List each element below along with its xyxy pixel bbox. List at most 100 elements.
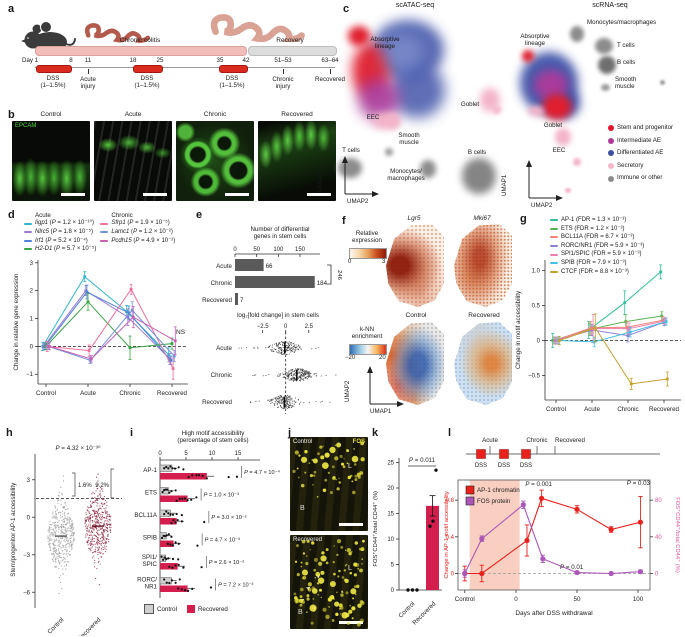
lgr5-umap-plot bbox=[386, 224, 444, 307]
recovery-label: Recovery bbox=[276, 37, 304, 44]
panel-h: h Stem/progenitor AP-1 accessibility 3 0 −3… bbox=[6, 428, 128, 637]
d-legend-group-title: Chronic bbox=[111, 212, 133, 219]
timeline-day-tick: 51–53 bbox=[274, 57, 292, 64]
svg-text:P = 2.6 × 10⁻²: P = 2.6 × 10⁻² bbox=[209, 560, 244, 566]
d-legend-item: Irf1 (P = 5.2 × 10⁻⁴) bbox=[24, 237, 96, 246]
knn-recovered-plot bbox=[454, 322, 512, 405]
high-motif-title: High motif accessibility (percentage of … bbox=[177, 430, 249, 445]
panel-b: b Control Acute Chronic Recovered EPCAM bbox=[8, 110, 343, 206]
rna-bcells-label: B cells bbox=[617, 59, 636, 66]
chronic-colitis-label: Chronic colitis bbox=[119, 37, 161, 44]
timeline-day-tick: 35 bbox=[216, 57, 224, 64]
panel-a: a Chronic colitis Recovery Day 1 8 11 18 25… bbox=[8, 4, 345, 106]
atac-smooth-muscle-cluster bbox=[385, 148, 393, 156]
deg-count-chart: 0 50 100 150 Acute 66 Chronic 184 Recovered 7 246 bbox=[196, 244, 342, 315]
chronic-injury-tick bbox=[283, 69, 284, 74]
svg-text:0.5: 0.5 bbox=[532, 304, 541, 310]
svg-text:−3: −3 bbox=[23, 553, 31, 559]
j-recovered-label: Recovered bbox=[293, 537, 323, 543]
l-timeline-svg: DSS DSS DSS Acute Chronic Recovered bbox=[466, 437, 660, 469]
recovered-legend-label: Recovered bbox=[197, 605, 228, 613]
chronic-injury-label: Chronic injury bbox=[272, 76, 294, 91]
svg-text:P = 7.2 × 10⁻³: P = 7.2 × 10⁻³ bbox=[218, 583, 253, 589]
epcam-stain-label: EPCAM bbox=[15, 123, 37, 129]
svg-text:10: 10 bbox=[387, 537, 394, 543]
svg-text:5: 5 bbox=[184, 451, 188, 457]
epcam-image-recovered bbox=[258, 121, 336, 201]
svg-text:2: 2 bbox=[30, 289, 34, 295]
deg-count-title: Number of differential genes in stem cel… bbox=[250, 226, 310, 241]
panel-j-label: j bbox=[288, 427, 292, 439]
scrna-title: scRNA-seq bbox=[592, 2, 628, 9]
atac-mono-label: Monocytes/ macrophages bbox=[387, 168, 425, 183]
rna-umap-x-label: UMAP2 bbox=[531, 202, 553, 209]
timeline-day-tick: 42 bbox=[242, 57, 250, 64]
high-motif-svg: 0 5 10 15 AP-1 P = 4.7 × 10⁻⁴ ETS P = 1.0 × 10⁻… bbox=[134, 451, 281, 598]
timeline-day-tick: 11 bbox=[84, 57, 92, 64]
svg-text:150: 150 bbox=[295, 247, 306, 253]
d-legend-item: Nlrc5 (P = 1.8 × 10⁻⁵) bbox=[24, 228, 96, 237]
svg-text:5: 5 bbox=[391, 563, 395, 569]
svg-text:0: 0 bbox=[27, 515, 31, 521]
acute-injury-label: Acute injury bbox=[80, 76, 96, 91]
gene-legend: Acute Iigp1 (P = 1.2 × 10⁻¹⁰) Nlrc5 (P = 1… bbox=[24, 212, 175, 254]
rna-smooth-label: Smooth muscle bbox=[615, 76, 637, 91]
knn-control-title: Control bbox=[405, 312, 427, 319]
scale-bar bbox=[307, 193, 331, 196]
colon-chronic-icon bbox=[84, 23, 151, 43]
motif-legend: AP-1 (FDR = 1.3 × 10⁻³) ETS (FDR = 1.2 × … bbox=[550, 216, 644, 276]
d-legend-item: Sfrp1 (P = 1.9 × 10⁻⁵) bbox=[100, 219, 175, 228]
panel-b-label: b bbox=[8, 109, 15, 121]
svg-text:P = 4.7 × 10⁻⁴: P = 4.7 × 10⁻⁴ bbox=[244, 469, 280, 476]
dss-label-2: DSS (1–1.5%) bbox=[134, 75, 160, 90]
panel-d-label: d bbox=[8, 209, 15, 221]
svg-text:Chronic: Chronic bbox=[617, 406, 638, 413]
knn-colorbar-title: k-NN enrichment bbox=[351, 326, 383, 341]
panel-g-label: g bbox=[520, 213, 527, 225]
svg-text:Change in AP-1 motif accessibi: Change in AP-1 motif accessibility bbox=[444, 491, 450, 578]
base-letter: B bbox=[298, 609, 303, 616]
panel-f: f Relative expression 0 3 Lgr5 Mki67 k-N… bbox=[342, 212, 518, 418]
rna-mono-cluster bbox=[570, 26, 584, 42]
scatac-title: scATAC-seq bbox=[395, 2, 435, 9]
fos-image-recovered: Recovered L B ➤ ➤ ➤ ➤ bbox=[290, 535, 368, 629]
rna-goblet-label: Goblet bbox=[543, 122, 563, 129]
svg-text:Chronic: Chronic bbox=[526, 437, 547, 444]
svg-text:Acute: Acute bbox=[216, 345, 232, 352]
timeline-day1-label: Day 1 bbox=[22, 57, 39, 64]
svg-text:P = 3.0 × 10⁻²: P = 3.0 × 10⁻² bbox=[211, 515, 246, 521]
svg-text:0.8: 0.8 bbox=[446, 498, 455, 504]
g-line-chart: −0.5 0 0.5 1.0 Control Acute Chronic Recovered C… bbox=[515, 260, 681, 413]
fos-bar-svg: FOS⁺CD44⁺/total CD44⁺ (%) 0 5 10 15 20 25 P = 0… bbox=[372, 457, 442, 627]
knn-control-plot bbox=[386, 322, 444, 405]
svg-text:246: 246 bbox=[336, 270, 342, 280]
scatac-umap-plot bbox=[348, 18, 502, 138]
atac-umap-y-label: UMAP1 bbox=[317, 170, 324, 192]
scrna-umap-plot bbox=[520, 48, 582, 124]
ap1-fos-timecourse-chart: 0 0.4 0.8 0 40 80 Control 0 50 100 Days after DSS … bbox=[444, 472, 685, 637]
atac-absorptive-label: Absorptive lineage bbox=[370, 36, 400, 51]
atac-umap-x-label: UMAP2 bbox=[347, 198, 369, 205]
svg-text:Change in motif accessibility: Change in motif accessibility bbox=[515, 290, 522, 369]
atac-bcell-cluster bbox=[462, 158, 496, 194]
d-line-chart: −1 0 1 2 3 Control Acute Chronic Recovered NS Chan… bbox=[13, 260, 188, 397]
ap1-accessibility-jitter-chart: Stem/progenitor AP-1 accessibility 3 0 −3 −6… bbox=[6, 440, 128, 637]
d-legend-item: Pcdh15 (P = 4.9 × 10⁻²) bbox=[100, 237, 175, 246]
svg-text:Change in relative gene expres: Change in relative gene expression bbox=[13, 273, 20, 371]
panel-g: g AP-1 (FDR = 1.3 × 10⁻³) ETS (FDR = 1.2 … bbox=[512, 212, 685, 424]
svg-text:P = 0.03: P = 0.03 bbox=[627, 480, 651, 487]
rna-absorptive-label: Absorptive lineage bbox=[520, 33, 550, 48]
svg-text:FOS protein: FOS protein bbox=[477, 498, 511, 505]
expression-colorbar-title: Relative expression bbox=[352, 230, 382, 245]
d-legend-item: H2-D1 (P = 5.7 × 10⁻⁵) bbox=[24, 245, 96, 254]
timeline-line bbox=[35, 67, 335, 69]
rna-umap-y-label: UMAP1 bbox=[501, 174, 508, 196]
dss-label-1: DSS (1–1.5%) bbox=[40, 75, 66, 90]
svg-text:DSS: DSS bbox=[498, 463, 510, 469]
svg-text:66: 66 bbox=[266, 263, 273, 270]
svg-text:DSS: DSS bbox=[520, 463, 532, 469]
rna-tcells-label: T cells bbox=[617, 42, 635, 49]
svg-text:25: 25 bbox=[387, 461, 394, 467]
recovered-swatch bbox=[186, 605, 195, 613]
